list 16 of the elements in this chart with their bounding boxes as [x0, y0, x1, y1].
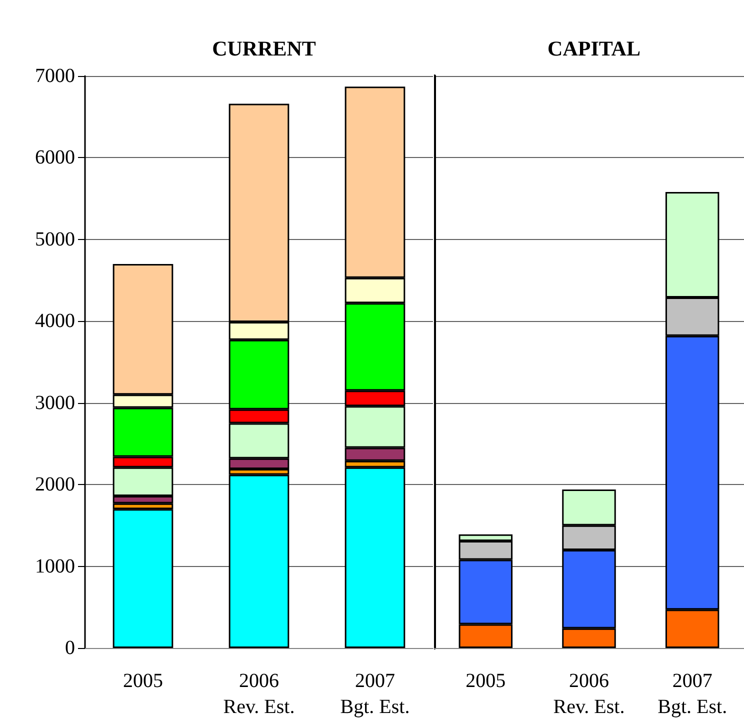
x-tick-label: 2006 Rev. Est. [223, 670, 295, 718]
x-tick-label: 2005 [466, 670, 506, 692]
y-tick-label: 2000 [35, 474, 75, 496]
y-tick-label: 3000 [35, 392, 75, 414]
y-tick-label: 0 [65, 637, 75, 659]
chart-title: CURRENT [212, 36, 316, 60]
x-tick-label: 2007 Bgt. Est. [340, 670, 410, 718]
x-tick-label: 2006 Rev. Est. [553, 670, 625, 718]
x-tick-label: 2005 [123, 670, 163, 692]
chart-title: CAPITAL [548, 36, 640, 60]
y-tick-label: 6000 [35, 146, 75, 169]
x-tick-label: 2007 Bgt. Est. [658, 670, 728, 718]
y-tick-label: 7000 [35, 65, 75, 87]
y-tick-label: 5000 [35, 228, 75, 250]
y-tick-label: 4000 [35, 310, 75, 332]
y-tick-label: 1000 [35, 555, 75, 578]
